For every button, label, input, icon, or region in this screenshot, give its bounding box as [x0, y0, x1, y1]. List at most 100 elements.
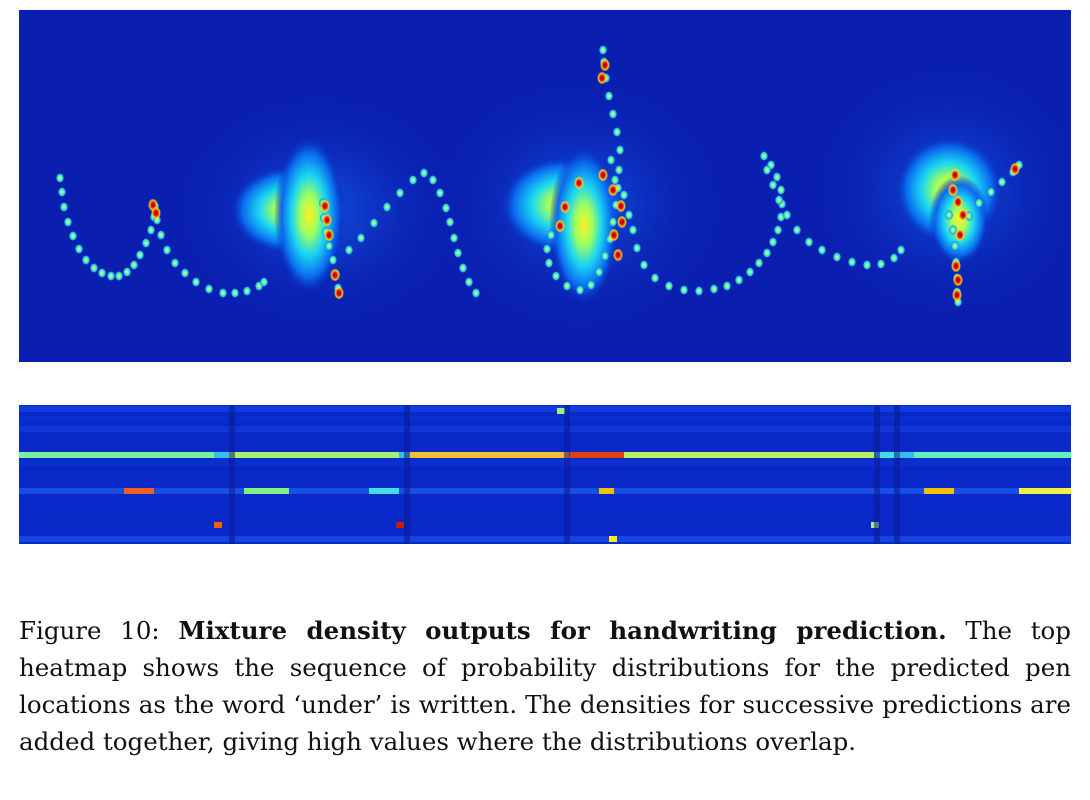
pen-location-dot: [615, 145, 625, 155]
pen-location-dot: [453, 248, 463, 258]
high-density-dot: [320, 199, 330, 213]
pen-location-dot: [997, 177, 1007, 187]
mixture-weight-segment: [624, 452, 874, 458]
high-density-dot: [1010, 162, 1020, 176]
high-density-dot: [953, 273, 963, 287]
pen-location-dot: [230, 288, 240, 298]
pen-location-dot: [551, 271, 561, 281]
pen-location-dot: [170, 258, 180, 268]
pen-location-dot: [324, 241, 334, 251]
mixture-row-band: [19, 426, 1071, 432]
density-blob: [274, 135, 344, 295]
high-density-dot: [953, 195, 963, 209]
mixture-weight-rows: [19, 405, 1071, 544]
pen-location-dot: [204, 284, 214, 294]
pen-location-dot: [722, 281, 732, 291]
mixture-weight-segment: [369, 488, 399, 494]
pen-location-dot: [862, 260, 872, 270]
figure-caption: Figure 10: Mixture density outputs for h…: [19, 612, 1071, 760]
mixture-weight-segment: [879, 452, 899, 458]
pen-up-column: [229, 405, 235, 544]
density-blob: [549, 145, 619, 305]
pen-location-dot: [74, 244, 84, 254]
pen-location-dot: [628, 225, 638, 235]
pen-location-dot: [734, 275, 744, 285]
pen-location-dot: [745, 267, 755, 277]
pen-location-dot: [774, 195, 784, 205]
pen-location-dot: [847, 257, 857, 267]
high-density-dot: [616, 199, 626, 213]
high-density-dot: [952, 288, 962, 302]
pen-location-dot: [59, 202, 69, 212]
high-density-dot: [324, 228, 334, 242]
pen-location-dot: [395, 188, 405, 198]
pen-location-dot: [97, 268, 107, 278]
pen-location-dot: [610, 175, 620, 185]
mixture-row-band: [19, 416, 1071, 422]
high-density-dot: [609, 228, 619, 242]
pen-location-dot: [896, 245, 906, 255]
density-blob-layer: [169, 60, 1071, 335]
mixture-row-band: [19, 522, 1071, 528]
pen-location-dot: [586, 280, 596, 290]
pen-location-dot: [782, 210, 792, 220]
pen-location-dot: [619, 190, 629, 200]
pen-location-dot: [544, 258, 554, 268]
pen-location-dot: [639, 260, 649, 270]
high-density-dot: [330, 268, 340, 282]
pen-location-dot: [191, 277, 201, 287]
mixture-weight-segment: [124, 488, 154, 494]
pen-location-dot: [81, 255, 91, 265]
pen-location-dot: [428, 175, 438, 185]
high-density-dot: [560, 200, 570, 214]
pen-location-dot: [106, 271, 116, 281]
high-density-dot: [948, 183, 958, 197]
pen-location-dot: [55, 173, 65, 183]
pen-location-dot: [156, 230, 166, 240]
mixture-weight-segment: [557, 408, 565, 414]
mixture-weight-segment: [19, 452, 214, 458]
mixture-weight-segment: [609, 536, 617, 542]
pen-location-dot: [259, 277, 269, 287]
pen-location-dot: [608, 109, 618, 119]
pen-location-dot: [458, 263, 468, 273]
mixture-weight-heatmap-bottom: [19, 405, 1071, 544]
mixture-weight-segment: [229, 452, 399, 458]
pen-location-dot: [612, 127, 622, 137]
pen-location-dot: [664, 281, 674, 291]
high-density-dot: [617, 215, 627, 229]
high-density-dot: [955, 228, 965, 242]
pen-location-dot: [435, 188, 445, 198]
mixture-weight-segment: [244, 488, 289, 494]
pen-location-dot: [772, 172, 782, 182]
pen-location-dot: [89, 263, 99, 273]
pen-location-dot: [122, 267, 132, 277]
pen-location-dot: [986, 187, 996, 197]
pen-location-dot: [632, 243, 642, 253]
figure-label: Figure 10:: [19, 616, 160, 645]
high-density-dot: [600, 58, 610, 72]
pen-location-dot: [68, 231, 78, 241]
density-blob: [929, 175, 989, 265]
pen-location-dot: [776, 185, 786, 195]
pen-location-dot: [344, 245, 354, 255]
pen-location-dot: [546, 230, 556, 240]
pen-location-dot: [832, 252, 842, 262]
figure-title: Mixture density outputs for handwriting …: [178, 616, 947, 645]
pen-location-dot: [948, 225, 958, 235]
high-density-dot: [574, 176, 584, 190]
pen-location-dot: [382, 202, 392, 212]
high-density-dot: [598, 168, 608, 182]
density-heatmap-top: [19, 10, 1071, 362]
mixture-row-band: [19, 406, 1071, 412]
mixture-row-band: [19, 504, 1071, 510]
pen-location-dot: [804, 237, 814, 247]
pen-location-dot: [694, 286, 704, 296]
high-density-dot: [608, 183, 618, 197]
mixture-row-band: [19, 488, 1071, 494]
pen-location-dot: [754, 258, 764, 268]
pen-up-column: [894, 405, 900, 544]
pen-location-dot: [762, 165, 772, 175]
pen-location-dot: [604, 91, 614, 101]
pen-location-dot: [356, 233, 366, 243]
